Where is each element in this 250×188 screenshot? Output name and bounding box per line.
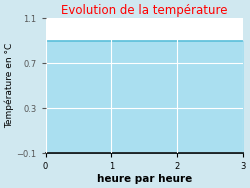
Y-axis label: Température en °C: Température en °C bbox=[4, 43, 14, 128]
Title: Evolution de la température: Evolution de la température bbox=[61, 4, 228, 17]
X-axis label: heure par heure: heure par heure bbox=[97, 174, 192, 184]
